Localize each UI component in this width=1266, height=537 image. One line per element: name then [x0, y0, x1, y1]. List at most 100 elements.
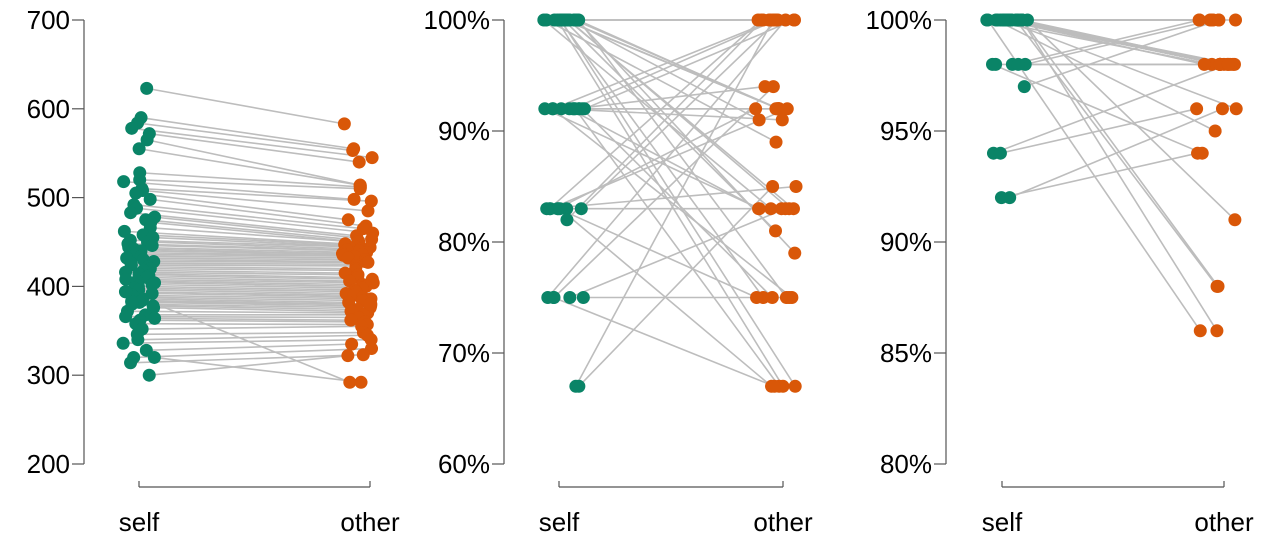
other-point	[341, 213, 355, 227]
pair-connector	[1021, 19, 1218, 332]
pair-connector	[135, 253, 355, 258]
self-point	[140, 81, 154, 95]
other-point	[345, 337, 359, 351]
other-point	[1221, 57, 1235, 71]
pair-connector	[138, 285, 355, 291]
pair-connector	[125, 290, 351, 384]
pair-connector	[993, 63, 1229, 154]
other-point	[752, 202, 766, 216]
other-point	[756, 13, 770, 27]
self-point	[148, 311, 162, 325]
other-point	[782, 291, 796, 304]
pair-connector	[150, 198, 367, 227]
pair-connector	[152, 292, 363, 298]
pair-connector	[130, 262, 357, 266]
pair-connector	[143, 234, 345, 246]
pair-connector	[136, 207, 373, 234]
other-point	[341, 349, 355, 363]
pair-connector	[136, 280, 363, 286]
other-point	[343, 375, 357, 389]
other-point	[361, 255, 375, 269]
other-point	[780, 102, 794, 116]
pair-connector	[564, 19, 780, 110]
pair-connector	[154, 317, 351, 321]
x-tick-label-other: other	[753, 507, 813, 537]
y-tick-label: 95%	[880, 116, 932, 146]
self-point	[1015, 13, 1029, 27]
self-point	[574, 202, 588, 216]
pair-connector	[146, 343, 352, 352]
pair-connector	[1009, 108, 1223, 199]
self-point	[129, 186, 143, 200]
self-point	[142, 368, 156, 382]
pair-connector	[143, 269, 346, 274]
self-point	[1011, 57, 1025, 71]
pair-connector	[132, 294, 371, 300]
pair-connector	[547, 19, 787, 299]
other-point	[1193, 324, 1207, 338]
pair-connector	[148, 266, 356, 270]
other-point	[769, 224, 783, 238]
pair-connector	[146, 139, 361, 186]
pair-connector	[553, 296, 775, 388]
pair-connector	[561, 108, 783, 121]
pair-connector	[130, 353, 364, 364]
pair-connector	[130, 211, 357, 237]
pair-connector	[125, 271, 359, 276]
other-point	[1208, 124, 1222, 138]
other-point	[769, 102, 783, 116]
other-point	[750, 291, 764, 304]
y-tick-label: 300	[27, 360, 70, 390]
pair-connector	[132, 303, 371, 309]
other-point	[764, 202, 778, 216]
pair-connector	[569, 207, 786, 299]
pair-connector	[140, 116, 354, 150]
other-point	[778, 202, 792, 216]
self-point	[119, 285, 133, 299]
self-point	[576, 291, 590, 304]
pair-connector	[140, 319, 366, 323]
pair-connector	[137, 331, 364, 336]
other-point	[752, 113, 766, 127]
pair-connector	[146, 276, 350, 282]
self-point	[117, 175, 131, 189]
pair-connector	[1024, 19, 1220, 88]
pair-connector	[572, 19, 777, 110]
chart-panel-1: 200 300 400 500 600 700 self other	[27, 5, 400, 537]
pair-connector	[578, 19, 788, 298]
other-point	[344, 313, 358, 327]
y-tick-label: 90%	[438, 116, 490, 146]
pair-connector	[987, 19, 1201, 332]
pair-connector	[559, 19, 764, 298]
pair-connector	[139, 171, 361, 188]
pair-connector	[150, 267, 356, 272]
pair-connector	[133, 296, 363, 302]
other-point	[766, 13, 780, 27]
pair-connector	[150, 221, 359, 243]
self-point	[147, 350, 161, 364]
pair-connector	[152, 244, 360, 252]
other-point	[1228, 213, 1242, 227]
other-point	[337, 117, 351, 131]
y-tick-label: 700	[27, 5, 70, 35]
y-tick-label: 400	[27, 271, 70, 301]
pair-connector	[558, 207, 757, 299]
pair-connector	[124, 230, 346, 245]
pair-connector	[137, 334, 368, 341]
pair-connector	[123, 180, 355, 201]
other-point	[365, 151, 379, 165]
pair-connector	[141, 250, 363, 256]
pair-connector	[546, 185, 797, 210]
pair-connector	[139, 301, 371, 307]
pair-connector	[1001, 152, 1198, 199]
self-point	[540, 202, 554, 216]
other-point	[775, 113, 789, 127]
self-point	[145, 239, 159, 253]
pair-connector	[142, 189, 369, 212]
pair-connector	[544, 108, 760, 210]
pair-connector	[154, 282, 367, 288]
other-point	[749, 102, 763, 116]
other-point	[1191, 146, 1205, 160]
pair-connector	[131, 300, 371, 305]
other-point	[352, 155, 366, 169]
